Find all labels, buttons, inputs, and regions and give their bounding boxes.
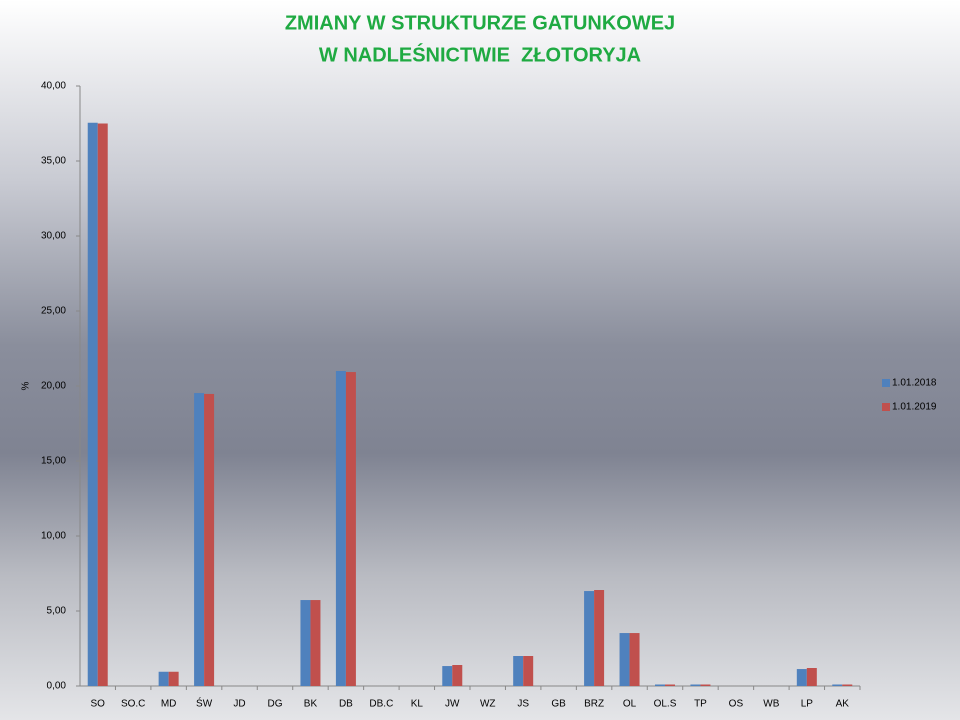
x-tick-label: SO.C: [121, 699, 145, 710]
x-tick-label: MD: [161, 699, 177, 710]
bar: [87, 122, 98, 686]
x-tick-label: AK: [836, 699, 850, 710]
x-tick-label: BRZ: [584, 699, 604, 710]
bar: [665, 684, 675, 686]
x-tick-label: SO: [91, 699, 106, 710]
bar: [194, 393, 205, 686]
bar: [700, 684, 711, 686]
x-tick-label: BK: [304, 699, 318, 710]
bar: [300, 600, 311, 686]
y-tick-label: 5,00: [47, 606, 67, 617]
bar: [584, 591, 595, 686]
x-tick-label: DB: [339, 699, 353, 710]
x-tick-label: KL: [411, 699, 424, 710]
x-tick-label: DB.C: [369, 699, 393, 710]
bar: [690, 684, 701, 686]
legend-swatch: [882, 403, 890, 411]
x-tick-label: TP: [694, 699, 707, 710]
bar: [442, 666, 453, 686]
y-tick-label: 10,00: [41, 531, 66, 542]
y-tick-label: 40,00: [41, 81, 66, 92]
y-tick-label: 35,00: [41, 156, 66, 167]
bar: [806, 668, 817, 686]
x-tick-label: JW: [445, 699, 460, 710]
x-tick-label: ŚW: [196, 697, 213, 710]
x-tick-label: WZ: [480, 699, 496, 710]
bar: [345, 372, 356, 686]
bar: [168, 671, 179, 686]
bar: [796, 669, 807, 686]
x-tick-label: GB: [551, 699, 566, 710]
chart-title: W NADLEŚNICTWIE ZŁOTORYJA: [319, 42, 641, 66]
bar: [97, 123, 108, 686]
x-tick-label: OL.S: [654, 699, 677, 710]
x-tick-label: WB: [763, 699, 779, 710]
bar: [204, 393, 215, 686]
bar: [594, 590, 605, 686]
y-tick-label: 15,00: [41, 456, 66, 467]
x-tick-label: DG: [268, 699, 283, 710]
y-tick-label: 25,00: [41, 306, 66, 317]
x-tick-label: LP: [801, 699, 814, 710]
legend-label: 1.01.2019: [892, 402, 937, 413]
bar: [452, 665, 463, 686]
y-tick-label: 30,00: [41, 231, 66, 242]
bar: [513, 656, 524, 686]
y-tick-label: 20,00: [41, 381, 66, 392]
y-tick-label: 0,00: [47, 681, 67, 692]
legend-swatch: [882, 379, 890, 387]
bar: [629, 633, 640, 686]
bar: [335, 371, 346, 686]
x-tick-label: JD: [233, 699, 245, 710]
x-tick-label: OL: [623, 699, 637, 710]
legend-label: 1.01.2018: [892, 378, 937, 389]
y-axis-label: %: [21, 381, 32, 390]
bar: [619, 633, 630, 686]
bar: [523, 656, 534, 686]
bar: [310, 600, 321, 686]
x-tick-label: OS: [729, 699, 744, 710]
bar: [655, 684, 665, 686]
bar: [832, 684, 843, 686]
x-tick-label: JS: [517, 699, 529, 710]
bar: [842, 684, 853, 686]
bar: [158, 671, 169, 686]
chart-title: ZMIANY W STRUKTURZE GATUNKOWEJ: [285, 12, 675, 34]
